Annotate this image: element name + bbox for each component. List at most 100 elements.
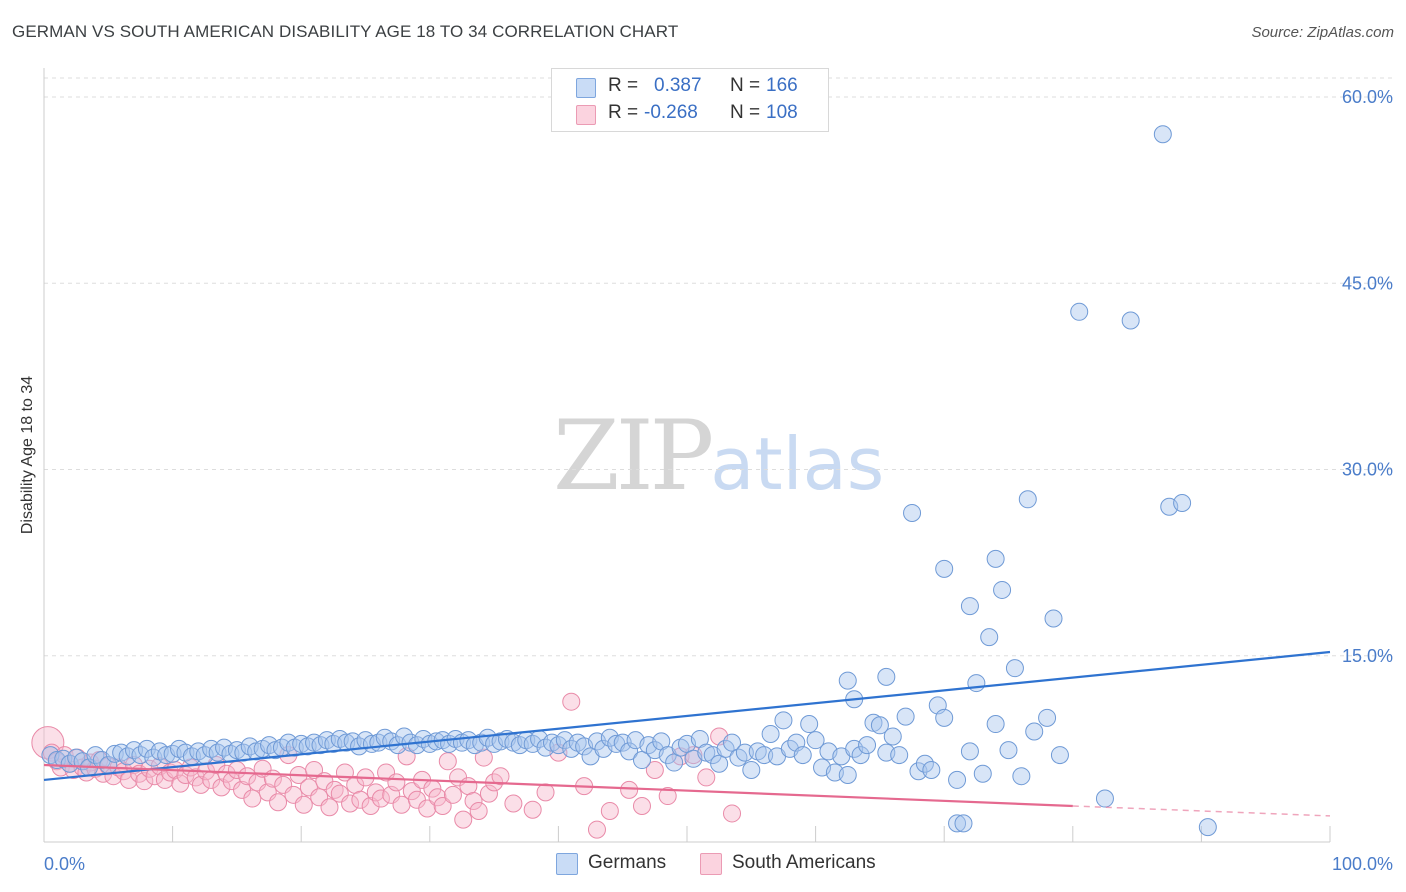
german-point	[632, 751, 651, 770]
german-point	[922, 760, 941, 779]
german-point	[877, 667, 896, 686]
south-american-point	[697, 768, 716, 787]
south-american-point	[645, 760, 664, 779]
south-american-point	[454, 810, 473, 829]
south-american-trend-line	[43, 763, 1073, 808]
german-point	[980, 628, 999, 647]
legend-r-label: R =	[608, 75, 639, 96]
south-american-point	[428, 788, 447, 807]
german-point	[909, 762, 928, 781]
south-american-points	[31, 692, 742, 839]
legend-n-label: N =	[730, 75, 761, 96]
south-american-point	[145, 767, 164, 786]
south-american-point	[479, 784, 498, 803]
legend-r-value: -0.268	[644, 102, 698, 123]
german-point	[1018, 490, 1037, 509]
south-american-point	[433, 796, 452, 815]
german-point	[948, 814, 967, 833]
south-american-point	[523, 800, 542, 819]
german-point	[1038, 708, 1057, 727]
south-american-point	[351, 790, 370, 809]
south-american-point	[341, 794, 360, 813]
south-american-trend-extension	[1072, 805, 1331, 817]
south-american-point	[438, 752, 457, 771]
german-point	[1012, 767, 1031, 786]
south-american-point	[491, 767, 510, 786]
watermark: ZIPatlas	[553, 400, 884, 512]
legend-n-value: 108	[766, 102, 798, 123]
german-point	[755, 746, 774, 765]
bottom-legend-swatch-pink	[700, 853, 722, 875]
axes	[43, 68, 1331, 843]
y-tick-label: 30.0%	[1342, 460, 1393, 480]
south-american-point	[464, 792, 483, 811]
german-point	[774, 711, 793, 730]
german-point	[967, 674, 986, 693]
south-american-point	[361, 796, 380, 815]
german-point	[935, 708, 954, 727]
german-point	[986, 715, 1005, 734]
bottom-legend-swatch-blue	[556, 853, 578, 875]
south-american-point	[658, 787, 677, 806]
south-american-point	[620, 780, 639, 799]
south-american-point	[212, 778, 231, 797]
legend-n-value: 166	[766, 75, 798, 96]
german-point	[903, 503, 922, 522]
south-american-point	[191, 775, 210, 794]
south-american-point	[469, 801, 488, 820]
german-point	[935, 559, 954, 578]
legend-n-label: N =	[730, 102, 761, 123]
south-american-point	[536, 783, 555, 802]
german-point	[993, 580, 1012, 599]
south-american-point	[587, 820, 606, 839]
bottom-legend-label: South Americans	[732, 852, 876, 873]
south-american-point	[632, 796, 651, 815]
chart-title: GERMAN VS SOUTH AMERICAN DISABILITY AGE …	[12, 22, 679, 41]
y-tick-label: 60.0%	[1342, 87, 1393, 107]
german-trend-line	[43, 650, 1331, 782]
german-point	[960, 597, 979, 616]
german-point	[723, 733, 742, 752]
german-point	[800, 715, 819, 734]
legend-swatch-pink	[576, 105, 596, 125]
y-tick-label: 45.0%	[1342, 273, 1393, 293]
south-american-point	[243, 789, 262, 808]
south-american-point	[723, 804, 742, 823]
german-point	[806, 731, 825, 750]
german-point	[973, 764, 992, 783]
german-point	[1173, 494, 1192, 513]
south-american-point	[402, 782, 421, 801]
correlation-legend: R = 0.387 N = 166 R = -0.268 N = 108	[551, 68, 829, 132]
south-american-point	[371, 789, 390, 808]
south-american-point	[443, 785, 462, 804]
south-american-point	[171, 774, 190, 793]
south-american-point	[418, 799, 437, 818]
x-tick-label-min: 0.0%	[44, 854, 85, 874]
german-point	[851, 746, 870, 765]
german-point	[954, 814, 973, 833]
south-american-point	[474, 748, 493, 767]
legend-r-value: 0.387	[654, 75, 702, 96]
south-american-point	[600, 801, 619, 820]
legend-swatch-blue	[576, 78, 596, 98]
german-point	[960, 742, 979, 761]
german-points	[41, 125, 1217, 837]
tick-labels: 15.0% 30.0% 45.0% 60.0% 0.0% 100.0%	[44, 87, 1393, 874]
german-point	[1198, 818, 1217, 837]
german-point	[620, 742, 639, 761]
bottom-legend-label: Germans	[588, 852, 667, 873]
south-american-point	[31, 726, 65, 760]
german-point	[1121, 311, 1140, 330]
german-point	[858, 736, 877, 755]
south-american-point	[387, 773, 406, 792]
german-point	[838, 671, 857, 690]
german-point	[1005, 659, 1024, 678]
german-point	[1153, 125, 1172, 144]
south-american-point	[504, 794, 523, 813]
german-point	[890, 746, 909, 765]
german-point	[1095, 789, 1114, 808]
south-american-point	[305, 760, 324, 779]
south-american-point	[294, 795, 313, 814]
german-point	[761, 724, 780, 743]
